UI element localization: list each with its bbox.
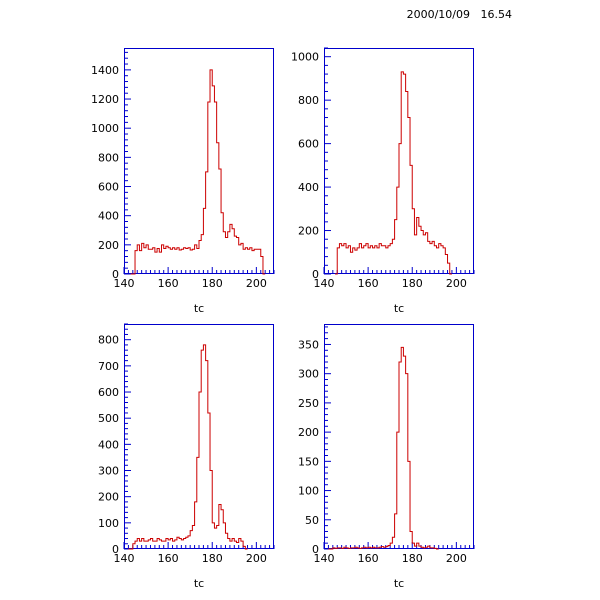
histogram-series bbox=[335, 71, 452, 275]
timestamp: 2000/10/09 16.54 bbox=[406, 8, 512, 21]
x-axis-title: tc bbox=[194, 577, 204, 590]
histogram-series bbox=[328, 346, 439, 550]
x-tick-label: 140 bbox=[314, 552, 335, 565]
x-axis-title: tc bbox=[394, 302, 404, 315]
x-tick-label: 140 bbox=[114, 552, 135, 565]
x-tick-label: 160 bbox=[158, 552, 179, 565]
y-tick-label: 200 bbox=[98, 239, 119, 252]
y-tick-label: 300 bbox=[98, 465, 119, 478]
y-tick-label: 200 bbox=[298, 225, 319, 238]
y-tick-label: 0 bbox=[112, 268, 119, 281]
y-tick-label: 600 bbox=[298, 138, 319, 151]
y-tick-label: 400 bbox=[298, 181, 319, 194]
x-tick-label: 180 bbox=[202, 552, 223, 565]
x-tick-label: 200 bbox=[246, 552, 267, 565]
y-tick-label: 250 bbox=[298, 397, 319, 410]
histogram-panel-top-left: 0 200 400 600 800 1000 1200 1400 140 160 180 200 tc bbox=[91, 48, 275, 315]
y-tick-label: 100 bbox=[98, 517, 119, 530]
x-tick-label: 160 bbox=[358, 552, 379, 565]
y-tick-label: 700 bbox=[98, 360, 119, 373]
y-tick-label: 1000 bbox=[91, 122, 119, 135]
y-tick-label: 600 bbox=[98, 386, 119, 399]
x-tick-label: 140 bbox=[114, 277, 135, 290]
x-tick-label: 160 bbox=[158, 277, 179, 290]
y-tick-label: 0 bbox=[312, 543, 319, 556]
histogram-series bbox=[130, 69, 266, 275]
plot-frame bbox=[324, 324, 474, 549]
y-tick-label: 800 bbox=[98, 151, 119, 164]
histogram-series bbox=[128, 344, 248, 550]
x-tick-label: 180 bbox=[402, 552, 423, 565]
histogram-panel-bottom-right: 0 50 100 150 200 250 300 350 140 160 180 200 tc bbox=[298, 324, 475, 590]
y-tick-label: 0 bbox=[312, 268, 319, 281]
y-tick-label: 100 bbox=[298, 485, 319, 498]
y-tick-label: 200 bbox=[298, 426, 319, 439]
y-tick-label: 350 bbox=[298, 338, 319, 351]
y-tick-label: 400 bbox=[98, 210, 119, 223]
y-tick-label: 0 bbox=[112, 543, 119, 556]
x-tick-label: 200 bbox=[446, 552, 467, 565]
y-tick-label: 200 bbox=[98, 491, 119, 504]
x-axis-title: tc bbox=[194, 302, 204, 315]
y-tick-label: 800 bbox=[298, 94, 319, 107]
histogram-panel-bottom-left: 0 100 200 300 400 500 600 700 800 140 160 180 200 tc bbox=[98, 323, 275, 590]
x-tick-label: 160 bbox=[358, 277, 379, 290]
y-tick-label: 400 bbox=[98, 438, 119, 451]
y-tick-label: 150 bbox=[298, 455, 319, 468]
y-tick-label: 800 bbox=[98, 334, 119, 347]
y-tick-label: 50 bbox=[305, 514, 319, 527]
histogram-panel-top-right: 0 200 400 600 800 1000 140 160 180 200 tc bbox=[291, 47, 475, 315]
y-tick-label: 300 bbox=[298, 368, 319, 381]
y-tick-label: 500 bbox=[98, 412, 119, 425]
x-tick-label: 180 bbox=[202, 277, 223, 290]
y-tick-label: 600 bbox=[98, 181, 119, 194]
plot-frame bbox=[124, 48, 274, 274]
y-tick-label: 1000 bbox=[291, 51, 319, 64]
x-tick-label: 180 bbox=[402, 277, 423, 290]
x-tick-label: 140 bbox=[314, 277, 335, 290]
y-tick-label: 1400 bbox=[91, 64, 119, 77]
x-axis-title: tc bbox=[394, 577, 404, 590]
x-tick-label: 200 bbox=[246, 277, 267, 290]
x-tick-label: 200 bbox=[446, 277, 467, 290]
y-tick-label: 1200 bbox=[91, 93, 119, 106]
